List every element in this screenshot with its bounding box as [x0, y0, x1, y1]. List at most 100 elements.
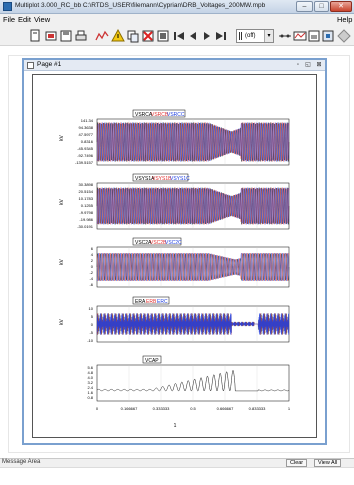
plot-vsys-ytick: 0.1255 [81, 203, 94, 208]
chevron-down-icon: ▾ [264, 30, 273, 42]
previous-icon[interactable] [186, 29, 200, 43]
plot-vsc2-legend-b: VSC2B [150, 240, 167, 246]
plot-er-yticks: 10 5 0 -5 -10 [87, 306, 94, 343]
page-window[interactable]: Page #1 ▫ ◱ ⊠ VSRCA VSRCB VSRCC kV 141.3… [22, 58, 327, 445]
zoom-icon [238, 31, 244, 41]
plot-vsys-series-2 [96, 187, 290, 225]
x-tick-label: 0.333333 [153, 406, 170, 411]
plot-vcap-ytick: 5.6 [87, 365, 93, 370]
plot-vsys-ylabel: kV [59, 199, 65, 206]
x-tick-label: 0.166667 [121, 406, 138, 411]
window-title: Multiplot 3.000_RC_bb C:\RTDS_USER\filem… [15, 2, 266, 9]
plot-vsys-ytick: 20.5154 [79, 189, 94, 194]
plot-vsys-ytick: -19.986 [79, 217, 93, 222]
plot-er-legend-c: ERC [157, 299, 168, 305]
plot-vsys-series-1 [96, 187, 290, 225]
plot-er-series-3 [96, 313, 290, 335]
plot-vsys-ytick: -9.9798 [79, 210, 93, 215]
plot-vsc2-legend-box [132, 237, 182, 246]
page-restore-icon[interactable]: ◱ [305, 62, 311, 68]
plot-vsc2-ytick: -6 [89, 282, 93, 287]
plot-vsrc-legend-box [132, 109, 186, 118]
plot-er: ERA ERB ERC kV 10 5 0 -5 -10 [59, 296, 170, 343]
plot-vsc2-ytick: -2 [89, 270, 93, 275]
close-button[interactable]: ✕ [330, 1, 352, 12]
menu-file[interactable]: File [3, 15, 16, 24]
first-icon[interactable] [172, 29, 186, 43]
save-icon[interactable] [59, 29, 73, 43]
page-close-icon[interactable]: ⊠ [316, 62, 322, 68]
menu-help[interactable]: Help [337, 15, 353, 24]
print-icon[interactable] [74, 29, 88, 43]
page-window-titlebar[interactable]: Page #1 ▫ ◱ ⊠ [24, 60, 325, 71]
plot-vsys-ytick: 30.3898 [79, 182, 94, 187]
maximize-button[interactable]: □ [314, 1, 329, 12]
clear-button[interactable]: Clear [286, 459, 308, 467]
plot-vsrc: VSRCA VSRCB VSRCC kV 141.34 94.3638 47.5… [59, 109, 186, 165]
minimize-button[interactable]: – [296, 1, 313, 12]
plot-vsc2-series-3 [96, 253, 290, 281]
plot-vsc2-ytick: 6 [91, 246, 94, 251]
plot-vsc2-ytick: 2 [91, 258, 94, 263]
plot-vsc2-ytick: 4 [91, 252, 94, 257]
plot-er-ytick: 0 [91, 322, 94, 327]
delete-icon[interactable] [141, 29, 155, 43]
x-tick-label: 0.833333 [249, 406, 266, 411]
title-bar: Multiplot 3.000_RC_bb C:\RTDS_USER\filem… [0, 0, 354, 14]
plot-vsrc-series-3 [96, 122, 290, 162]
diamond-icon[interactable] [337, 29, 351, 43]
plot-vsrc-series-1 [96, 122, 290, 162]
new-page-icon[interactable] [28, 29, 42, 43]
workspace-frame [8, 55, 350, 453]
last-icon[interactable] [214, 29, 228, 43]
zoom-select[interactable]: (off) ▾ [236, 29, 274, 43]
plot-er-legend-a: ERA [135, 299, 146, 305]
plot-vsrc-ytick: 94.3638 [79, 125, 94, 130]
menu-bar: File Edit View Help [0, 14, 354, 26]
menu-edit[interactable]: Edit [18, 15, 31, 24]
plot-vsrc-ytick: 0.8316 [81, 139, 94, 144]
message-area: Message Area [2, 459, 41, 465]
copy-icon[interactable] [126, 29, 140, 43]
plot-vsys-ytick: 10.1783 [79, 196, 94, 201]
plot-er-ytick: 5 [91, 314, 94, 319]
table-icon[interactable] [293, 29, 307, 43]
settings-icon[interactable] [321, 29, 335, 43]
plot-vcap-ytick: 0.8 [87, 395, 93, 400]
plot-vsys-legend-c: VSYS1C [170, 176, 190, 182]
menu-view[interactable]: View [34, 15, 51, 24]
plot-er-ytick: -10 [87, 338, 94, 343]
plot-er-legend-box [132, 296, 170, 305]
plot-wizard-icon[interactable] [95, 29, 109, 43]
zoom-select-value: (off) [245, 33, 256, 39]
plot-vsys-legend-b: VSYS1B [152, 176, 172, 182]
image-icon[interactable] [156, 29, 170, 43]
page-minimize-icon[interactable]: ▫ [296, 62, 300, 68]
plot-vsrc-legend-a: VSRCA [135, 112, 153, 118]
plot-vsrc-legend-c: VSRCC [167, 112, 185, 118]
plot-vsc2-legend-a: VSC2A [135, 240, 152, 246]
plot-er-legend-b: ERB [146, 299, 157, 305]
plot-vsys-ytick: -30.0191 [77, 224, 94, 229]
plot-er-ytick: -5 [89, 330, 93, 335]
view-all-button[interactable]: View All [314, 459, 342, 467]
plot-vsys: VSYS1A VSYS1B VSYS1C kV 30.3898 20.5154 … [59, 173, 190, 229]
warning-icon[interactable] [111, 29, 125, 43]
plot-vsc2-series-2 [96, 253, 290, 281]
page-setup-icon[interactable] [307, 29, 321, 43]
x-tick-label: 0 [96, 406, 99, 411]
plot-vsc2-legend-c: VSC2C [165, 240, 182, 246]
plot-er-ytick: 10 [89, 306, 94, 311]
open-file-icon[interactable] [44, 29, 58, 43]
app-icon [3, 2, 12, 11]
plot-vsrc-ytick: -92.7496 [77, 153, 94, 158]
plot-er-ylabel: kV [59, 319, 65, 326]
x-tick-label: 0.5 [190, 406, 196, 411]
plot-vcap-ytick: 2.4 [87, 385, 93, 390]
plot-vcap-ytick: 4.0 [87, 375, 93, 380]
plot-vsc2-ylabel: kV [59, 259, 65, 266]
plot-vsrc-ytick: 141.34 [81, 118, 94, 123]
plot-vsys-yticks: 30.3898 20.5154 10.1783 0.1255 -9.9798 -… [77, 182, 94, 229]
cursor-icon[interactable] [278, 29, 292, 43]
next-icon[interactable] [200, 29, 214, 43]
